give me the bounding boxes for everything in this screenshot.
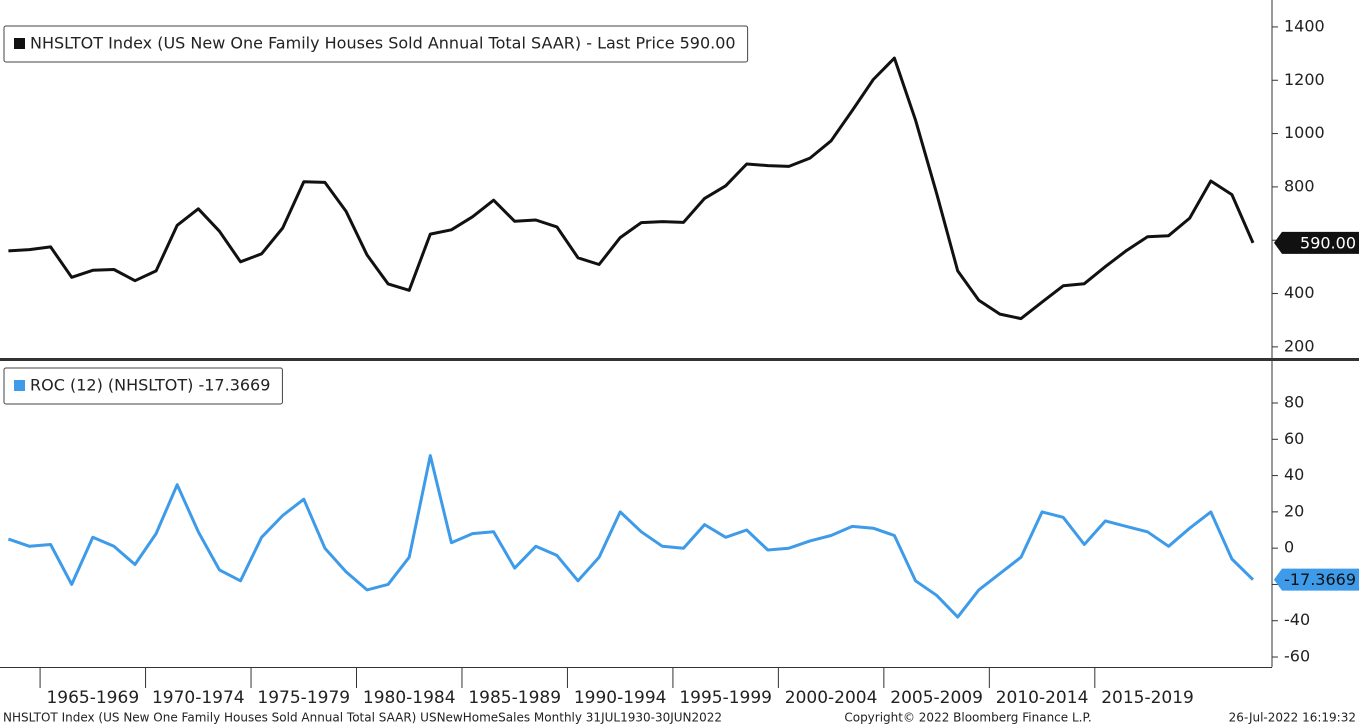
x-tick-label: 1965-1969: [46, 688, 139, 708]
x-tick-label: 2005-2009: [890, 688, 983, 708]
y-tick-label: 1000: [1284, 123, 1325, 142]
y-tick-label: -60: [1284, 647, 1310, 666]
legend-label: ROC (12) (NHSLTOT) -17.3669: [30, 376, 270, 395]
legend-label: NHSLTOT Index (US New One Family Houses …: [30, 34, 736, 53]
x-tick-label: 1980-1984: [363, 688, 456, 708]
last-value-label: -17.3669: [1284, 570, 1356, 589]
y-tick-label: 0: [1284, 538, 1294, 557]
x-tick-label: 1985-1989: [468, 688, 561, 708]
y-tick-label: 400: [1284, 283, 1315, 302]
x-tick-label: 2000-2004: [785, 688, 878, 708]
x-tick-label: 1990-1994: [574, 688, 667, 708]
footer-right: 26-Jul-2022 16:19:32: [1229, 711, 1356, 725]
y-tick-label: 1400: [1284, 16, 1325, 35]
y-tick-label: 20: [1284, 501, 1304, 520]
x-tick-label: 1995-1999: [679, 688, 772, 708]
y-tick-label: 800: [1284, 176, 1315, 195]
x-tick-label: 1970-1974: [152, 688, 245, 708]
series-line: [8, 56, 1255, 321]
y-tick-label: 60: [1284, 429, 1304, 448]
last-value-tag: [1274, 231, 1359, 254]
series-line: [7, 454, 1255, 619]
x-tick-label: 1975-1979: [257, 688, 350, 708]
legend-box: [3, 367, 283, 405]
legend-box: [3, 25, 749, 63]
legend-swatch: [14, 380, 25, 391]
footer-left: NHSLTOT Index (US New One Family Houses …: [3, 711, 722, 725]
y-tick-label: 40: [1284, 465, 1304, 484]
y-tick-label: 1200: [1284, 70, 1325, 89]
y-tick-label: 80: [1284, 393, 1304, 412]
last-value-tag: [1274, 568, 1359, 591]
y-tick-label: -40: [1284, 610, 1310, 629]
x-tick-label: 2010-2014: [996, 688, 1089, 708]
y-tick-label: 200: [1284, 336, 1315, 355]
legend-swatch: [14, 38, 25, 49]
last-value-label: 590.00: [1300, 233, 1356, 252]
footer-center: Copyright© 2022 Bloomberg Finance L.P.: [844, 711, 1091, 725]
x-tick-label: 2015-2019: [1101, 688, 1194, 708]
